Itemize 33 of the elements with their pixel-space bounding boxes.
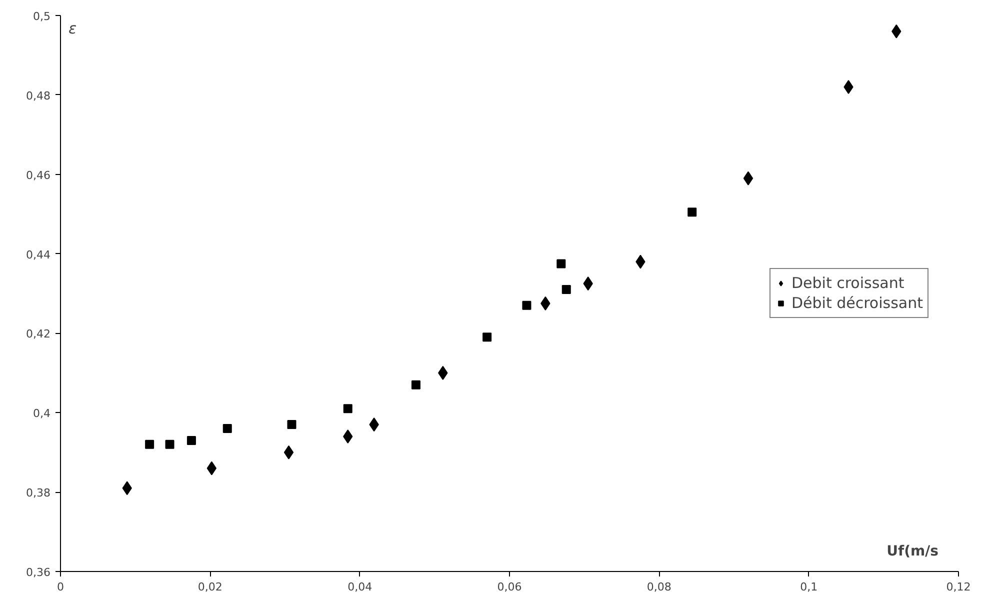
x-tick-label: 0 [57,580,64,594]
y-axis-title: ε [68,20,77,38]
point [186,436,196,445]
legend-label: Débit décroissant [791,294,923,312]
point [165,440,174,449]
x-tick-label: 0,12 [946,580,971,594]
x-axis-title: Uf(m/s [886,544,939,560]
point [284,445,294,460]
x-tick-label: 0,02 [198,580,222,594]
point [482,332,492,342]
x-tick-label: 0,06 [497,580,522,594]
point [145,440,154,449]
x-tick-label: 0,04 [348,580,372,594]
y-tick-label: 0,42 [26,328,51,341]
y-tick-label: 0,4 [33,407,51,420]
point [688,208,697,217]
point [562,285,571,294]
y-tick-label: 0,36 [26,566,51,579]
y-tick-label: 0,38 [26,486,51,500]
legend-label: Debit croissant [791,274,904,292]
y-tick-label: 0,46 [26,168,51,182]
point [222,424,232,434]
point [411,380,420,390]
x-tick-label: 0,08 [646,580,672,594]
point [556,259,566,268]
y-tick-label: 0,5 [33,10,51,23]
point [522,300,532,310]
point [743,171,754,186]
x-tick-label: 0,1 [800,580,818,594]
point [287,420,296,430]
point [343,404,352,414]
y-tick-label: 0,44 [26,248,51,262]
y-tick-label: 0,48 [26,89,51,102]
